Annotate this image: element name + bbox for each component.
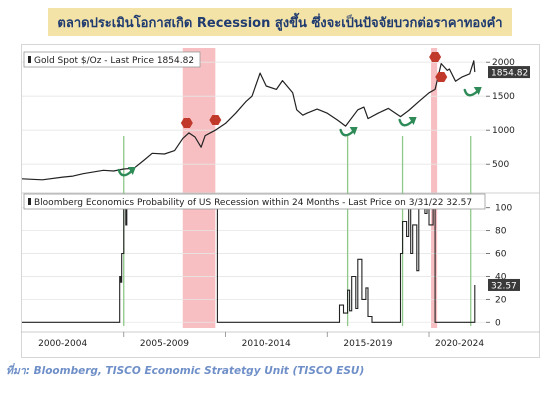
gold-y-tick-label: 500 — [492, 160, 509, 170]
x-tick-label: 2000-2004 — [38, 339, 87, 349]
x-tick-label: 2010-2014 — [242, 339, 291, 349]
recession-last-price-box — [488, 278, 520, 291]
gold-legend-swatch — [28, 56, 31, 63]
x-tick-label: 2020-2024 — [435, 339, 484, 349]
bounce-arrowhead-icon — [408, 117, 417, 125]
x-tick-label: 2015-2019 — [343, 339, 392, 349]
gold-y-tick-label: 1500 — [492, 92, 515, 102]
gold-y-tick-label: 1000 — [492, 126, 515, 136]
gold-last-price-label: 1854.82 — [491, 69, 528, 79]
bounce-arrow-icon — [463, 88, 479, 97]
recession-band — [182, 48, 216, 328]
series-lines — [21, 60, 476, 323]
gold-legend-box — [23, 51, 201, 68]
chart-svg: 2000 1500 1000 500 100 80 60 40 20 0 1854.82 32.57 2… — [21, 48, 540, 349]
recession-probability-line — [22, 207, 476, 323]
gold-y-tick-label: 2000 — [492, 58, 515, 68]
gold-price-line — [21, 60, 476, 181]
recession-y-tick-label: 80 — [495, 227, 507, 237]
annotations — [117, 52, 482, 177]
gold-last-price-box — [488, 66, 530, 79]
x-tick-label: 2005-2009 — [140, 339, 189, 349]
bounce-arrowhead-icon — [127, 167, 136, 175]
gold-legend-label: Gold Spot $/Oz - Last Price 1854.82 — [34, 56, 194, 66]
recession-y-tick-label: 20 — [495, 295, 507, 305]
title-banner: ตลาดประเมินโอกาสเกิด Recession สูงขึ้น ซ… — [48, 8, 512, 36]
axes: 2000 1500 1000 500 100 80 60 40 20 0 1854.82 32.57 2… — [21, 58, 540, 349]
bounce-arrowhead-icon — [349, 127, 358, 135]
recession-band — [431, 48, 438, 328]
bounce-arrow-icon — [398, 118, 414, 127]
recession-y-tick-label: 60 — [495, 250, 507, 260]
event-badge-icon — [429, 52, 442, 62]
recession-y-tick-label: 40 — [495, 272, 507, 282]
recession-y-tick-label: 100 — [495, 204, 512, 214]
recession-legend-label: Bloomberg Economics Probability of US Re… — [34, 198, 472, 208]
event-badge-icon — [209, 115, 222, 125]
event-badge-icon — [435, 72, 448, 82]
recession-legend-box — [23, 193, 486, 210]
recession-legend-swatch — [28, 198, 31, 205]
source-note: ที่มา: Bloomberg, TISCO Economic Stratet… — [6, 365, 365, 377]
recession-last-price-label: 32.57 — [491, 281, 517, 291]
recession-bands — [182, 48, 438, 328]
recession-y-tick-label: 0 — [495, 318, 501, 328]
bounce-arrow-icon — [117, 168, 133, 177]
gridlines — [21, 61, 540, 323]
bounce-arrow-icon — [339, 128, 355, 137]
event-badge-icon — [180, 118, 193, 128]
legends: Gold Spot $/Oz - Last Price 1854.82 Bloom… — [23, 51, 486, 210]
bounce-arrowhead-icon — [473, 87, 482, 95]
